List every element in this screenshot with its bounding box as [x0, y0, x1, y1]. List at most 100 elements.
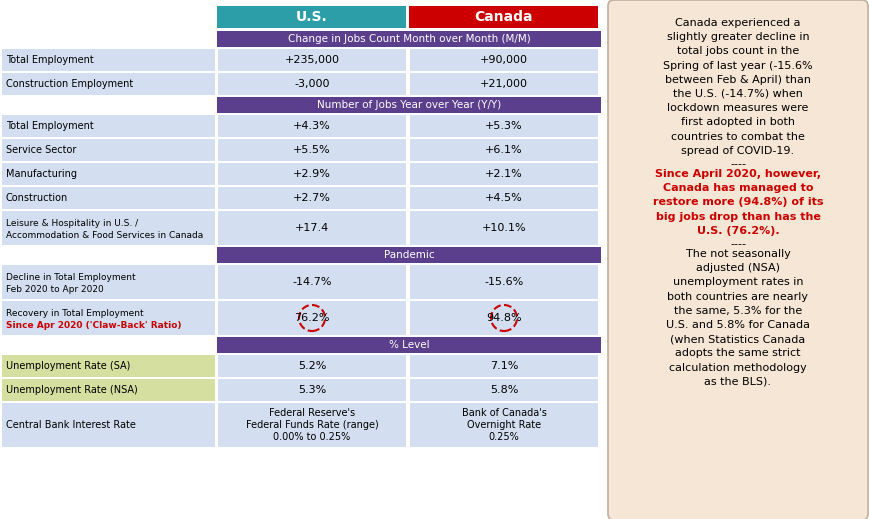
Text: Accommodation & Food Services in Canada: Accommodation & Food Services in Canada	[6, 230, 203, 239]
FancyBboxPatch shape	[607, 0, 867, 519]
Text: Total Employment: Total Employment	[6, 121, 94, 131]
FancyBboxPatch shape	[2, 265, 215, 299]
FancyBboxPatch shape	[2, 163, 215, 185]
Text: Unemployment Rate (NSA): Unemployment Rate (NSA)	[6, 385, 137, 395]
Text: 0.00% to 0.25%: 0.00% to 0.25%	[273, 432, 350, 442]
FancyBboxPatch shape	[218, 73, 406, 95]
Text: Federal Reserve's: Federal Reserve's	[269, 408, 355, 418]
FancyBboxPatch shape	[218, 403, 406, 447]
FancyBboxPatch shape	[2, 355, 215, 377]
Text: -15.6%: -15.6%	[484, 277, 523, 287]
Text: big jobs drop than has the: big jobs drop than has the	[655, 212, 819, 222]
FancyBboxPatch shape	[409, 163, 597, 185]
Text: 94.8%: 94.8%	[486, 313, 521, 323]
FancyBboxPatch shape	[2, 139, 215, 161]
Text: 5.2%: 5.2%	[297, 361, 326, 371]
Text: +5.3%: +5.3%	[485, 121, 522, 131]
Text: countries to combat the: countries to combat the	[670, 132, 804, 142]
Text: +2.7%: +2.7%	[293, 193, 330, 203]
Text: restore more (94.8%) of its: restore more (94.8%) of its	[652, 197, 822, 208]
FancyBboxPatch shape	[2, 211, 215, 245]
FancyBboxPatch shape	[218, 187, 406, 209]
FancyBboxPatch shape	[216, 97, 600, 113]
Text: slightly greater decline in: slightly greater decline in	[666, 32, 808, 42]
Text: both countries are nearly: both countries are nearly	[667, 292, 807, 302]
Text: 76.2%: 76.2%	[294, 313, 329, 323]
Text: +235,000: +235,000	[284, 55, 339, 65]
Text: the U.S. (-14.7%) when: the U.S. (-14.7%) when	[673, 89, 802, 99]
Text: Service Sector: Service Sector	[6, 145, 76, 155]
FancyBboxPatch shape	[409, 139, 597, 161]
Text: 5.3%: 5.3%	[297, 385, 326, 395]
FancyBboxPatch shape	[409, 73, 597, 95]
Text: +10.1%: +10.1%	[481, 223, 526, 233]
FancyBboxPatch shape	[2, 73, 215, 95]
FancyBboxPatch shape	[409, 403, 597, 447]
Text: Since Apr 2020 ('Claw-Back' Ratio): Since Apr 2020 ('Claw-Back' Ratio)	[6, 321, 182, 330]
FancyBboxPatch shape	[409, 301, 597, 335]
FancyBboxPatch shape	[2, 115, 215, 137]
Text: Total Employment: Total Employment	[6, 55, 94, 65]
Text: Bank of Canada's: Bank of Canada's	[461, 408, 546, 418]
Text: Overnight Rate: Overnight Rate	[467, 420, 541, 430]
FancyBboxPatch shape	[218, 163, 406, 185]
Text: +5.5%: +5.5%	[293, 145, 330, 155]
FancyBboxPatch shape	[2, 301, 215, 335]
Text: +2.1%: +2.1%	[485, 169, 522, 179]
Text: Federal Funds Rate (range): Federal Funds Rate (range)	[245, 420, 378, 430]
Text: Central Bank Interest Rate: Central Bank Interest Rate	[6, 420, 136, 430]
FancyBboxPatch shape	[218, 211, 406, 245]
FancyBboxPatch shape	[218, 265, 406, 299]
Text: Construction: Construction	[6, 193, 68, 203]
Text: Canada has managed to: Canada has managed to	[662, 183, 813, 193]
FancyBboxPatch shape	[409, 115, 597, 137]
Text: Canada: Canada	[474, 10, 533, 24]
Text: ----: ----	[729, 159, 745, 169]
Text: Manufacturing: Manufacturing	[6, 169, 77, 179]
FancyBboxPatch shape	[408, 6, 597, 28]
Text: % Level: % Level	[388, 340, 428, 350]
FancyBboxPatch shape	[2, 379, 215, 401]
FancyBboxPatch shape	[409, 211, 597, 245]
Text: 0.25%: 0.25%	[488, 432, 519, 442]
Text: the same, 5.3% for the: the same, 5.3% for the	[673, 306, 801, 316]
FancyBboxPatch shape	[218, 49, 406, 71]
Text: Pandemic: Pandemic	[383, 250, 434, 260]
Text: The not seasonally: The not seasonally	[685, 249, 790, 259]
Text: +21,000: +21,000	[480, 79, 527, 89]
FancyBboxPatch shape	[216, 337, 600, 353]
Text: calculation methodology: calculation methodology	[668, 363, 806, 373]
Text: +6.1%: +6.1%	[485, 145, 522, 155]
FancyBboxPatch shape	[409, 187, 597, 209]
Text: as the BLS).: as the BLS).	[704, 377, 771, 387]
Text: Number of Jobs Year over Year (Y/Y): Number of Jobs Year over Year (Y/Y)	[316, 100, 501, 110]
FancyBboxPatch shape	[216, 31, 600, 47]
Text: -14.7%: -14.7%	[292, 277, 331, 287]
FancyBboxPatch shape	[2, 49, 215, 71]
Text: (when Statistics Canada: (when Statistics Canada	[670, 334, 805, 344]
FancyBboxPatch shape	[2, 403, 215, 447]
Text: Recovery in Total Employment: Recovery in Total Employment	[6, 308, 143, 318]
Text: +4.3%: +4.3%	[293, 121, 330, 131]
Text: total jobs count in the: total jobs count in the	[676, 46, 799, 57]
FancyBboxPatch shape	[218, 139, 406, 161]
Text: 5.8%: 5.8%	[489, 385, 518, 395]
Text: Spring of last year (-15.6%: Spring of last year (-15.6%	[662, 61, 812, 71]
FancyBboxPatch shape	[409, 49, 597, 71]
FancyBboxPatch shape	[216, 247, 600, 263]
Text: adjusted (NSA): adjusted (NSA)	[695, 263, 779, 273]
Text: -3,000: -3,000	[294, 79, 329, 89]
Text: spread of COVID-19.: spread of COVID-19.	[680, 146, 793, 156]
Text: U.S. and 5.8% for Canada: U.S. and 5.8% for Canada	[666, 320, 809, 330]
FancyBboxPatch shape	[409, 355, 597, 377]
FancyBboxPatch shape	[218, 379, 406, 401]
Text: +2.9%: +2.9%	[293, 169, 330, 179]
Text: Construction Employment: Construction Employment	[6, 79, 133, 89]
Text: adopts the same strict: adopts the same strict	[674, 348, 799, 359]
Text: unemployment rates in: unemployment rates in	[672, 277, 802, 288]
Text: +4.5%: +4.5%	[485, 193, 522, 203]
Text: +90,000: +90,000	[480, 55, 527, 65]
Text: Leisure & Hospitality in U.S. /: Leisure & Hospitality in U.S. /	[6, 218, 138, 227]
Text: +17.4: +17.4	[295, 223, 328, 233]
FancyBboxPatch shape	[218, 355, 406, 377]
